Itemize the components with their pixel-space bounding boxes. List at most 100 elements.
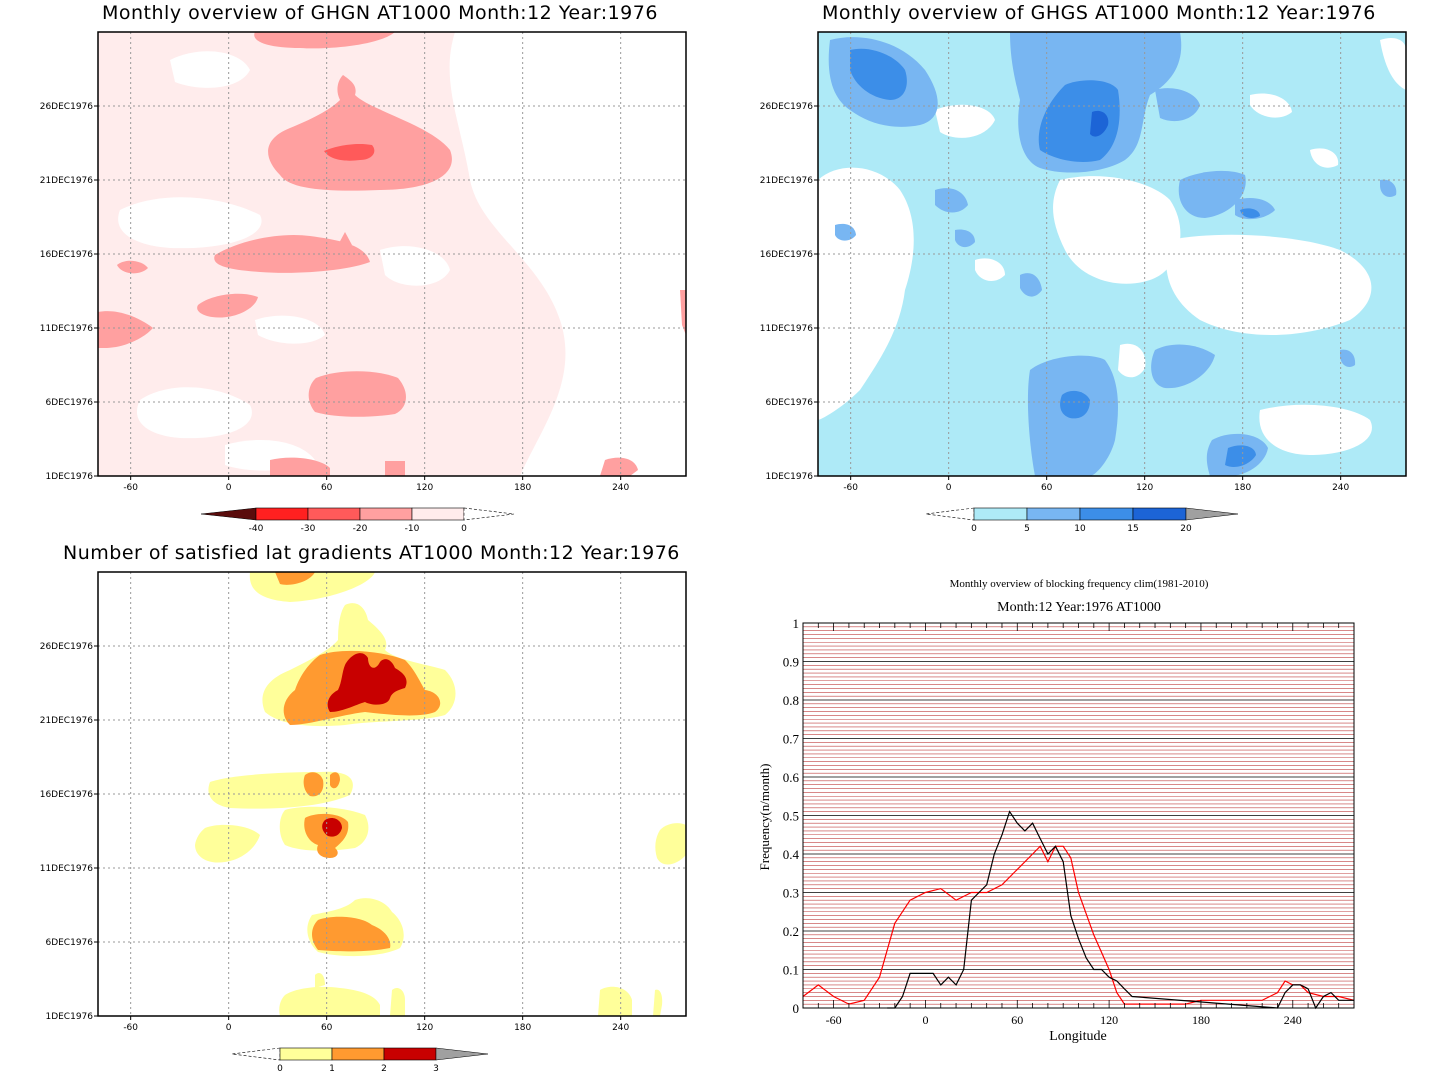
colorbar-label: 20 (1180, 524, 1192, 534)
x-tick-label: 180 (514, 483, 531, 493)
colorbar-segment (331, 1047, 385, 1061)
colorbar-segment (307, 507, 361, 521)
y-tick-label: 16DEC1976 (760, 250, 814, 260)
x-tick-label: 0 (922, 1013, 928, 1027)
colorbar-label: 5 (1024, 524, 1030, 534)
y-tick-label: 26DEC1976 (40, 102, 94, 112)
colorbar-arrow-left (200, 507, 257, 521)
x-tick-label: 120 (416, 483, 433, 493)
colorbar-segment (359, 507, 413, 521)
ghgn-title: Monthly overview of GHGN AT1000 Month:12… (102, 2, 658, 24)
y-tick-label: 16DEC1976 (40, 790, 94, 800)
colorbar-segment (255, 507, 309, 521)
y-tick-label: 11DEC1976 (760, 324, 814, 334)
y-tick-label: 0.3 (783, 886, 799, 901)
y-tick-label: 1DEC1976 (45, 472, 93, 482)
colorbar-segment (279, 1047, 333, 1061)
x-tick-label: 0 (946, 483, 952, 493)
colorbar-label: -40 (249, 524, 264, 534)
y-tick-label: 1DEC1976 (765, 472, 813, 482)
y-tick-label: 21DEC1976 (760, 176, 814, 186)
ghgn-heatmap: -60 0 60 120 180 240 1DEC1976 6DEC1976 11DEC1976… (40, 31, 687, 493)
x-tick-label: 180 (1234, 483, 1251, 493)
y-tick-label: 11DEC1976 (40, 864, 94, 874)
colorbar-label: -20 (353, 524, 368, 534)
y-tick-label: 6DEC1976 (45, 938, 93, 948)
colorbar-segment (411, 507, 465, 521)
colorbar-arrow-right (463, 507, 515, 521)
y-tick-label: 0 (793, 1001, 800, 1016)
y-tick-label: 1 (793, 616, 800, 631)
x-tick-label: 60 (1041, 483, 1053, 493)
x-tick-label: 0 (226, 483, 232, 493)
x-tick-label: 240 (612, 483, 629, 493)
x-tick-label: 60 (321, 483, 333, 493)
colorbar-label: 0 (461, 524, 467, 534)
freq-title: Monthly overview of blocking frequency c… (950, 578, 1209, 590)
lat-gradients-grid (98, 572, 686, 1016)
y-tick-label: 1DEC1976 (45, 1012, 93, 1022)
colorbar-label: 15 (1127, 524, 1138, 534)
y-tick-label: 6DEC1976 (765, 398, 813, 408)
lat-gradients-title: Number of satisfied lat gradients AT1000… (63, 542, 680, 564)
y-tick-label: 6DEC1976 (45, 398, 93, 408)
colorbar-segment (1079, 507, 1134, 521)
colorbar-label: 0 (971, 524, 977, 534)
y-tick-label: 0.1 (783, 963, 799, 978)
ghgs-title: Monthly overview of GHGS AT1000 Month:12… (822, 2, 1376, 24)
x-tick-label: 0 (226, 1023, 232, 1033)
x-tick-label: -60 (123, 1023, 138, 1033)
clim-series-line (802, 845, 1355, 1005)
colorbar-label: 3 (433, 1064, 439, 1074)
y-tick-label: 21DEC1976 (40, 716, 94, 726)
ghgs-colorbar: 0 5 10 15 20 (925, 507, 1239, 534)
x-tick-label: 120 (1136, 483, 1153, 493)
y-tick-label: 0.7 (783, 732, 800, 747)
x-tick-label: 180 (514, 1023, 531, 1033)
y-tick-label: 0.2 (783, 924, 799, 939)
y-tick-label: 26DEC1976 (760, 102, 814, 112)
colorbar-label: -30 (301, 524, 316, 534)
ghgn-colorbar: -40 -30 -20 -10 0 (200, 507, 515, 534)
colorbar-label: 0 (277, 1064, 283, 1074)
blocking-frequency-chart: Monthly overview of blocking frequency c… (757, 578, 1355, 1044)
x-tick-label: 240 (612, 1023, 629, 1033)
colorbar-segment (1132, 507, 1187, 521)
colorbar-arrow-right (1185, 507, 1239, 521)
colorbar-segment (1026, 507, 1081, 521)
y-tick-label: 0.5 (783, 809, 799, 824)
x-tick-label: 120 (416, 1023, 433, 1033)
y-tick-label: 0.9 (783, 655, 799, 670)
y-tick-label: 16DEC1976 (40, 250, 94, 260)
ghgs-heatmap: -60 0 60 120 180 240 1DEC1976 6DEC1976 11DEC1976… (760, 31, 1407, 493)
colorbar-label: 1 (329, 1064, 335, 1074)
colorbar-label: -10 (405, 524, 420, 534)
x-tick-label: 180 (1192, 1013, 1210, 1027)
x-tick-label: 60 (321, 1023, 333, 1033)
colorbar-label: 10 (1074, 524, 1086, 534)
x-tick-label: -60 (843, 483, 858, 493)
y-tick-label: 0.8 (783, 693, 799, 708)
colorbar-label: 2 (381, 1064, 387, 1074)
colorbar-segment (383, 1047, 437, 1061)
y-tick-label: 26DEC1976 (40, 642, 94, 652)
x-tick-label: 60 (1011, 1013, 1023, 1027)
x-tick-label: -60 (123, 483, 138, 493)
y-tick-label: 11DEC1976 (40, 324, 94, 334)
ghgn-grid (98, 32, 686, 476)
colorbar-segment (973, 507, 1028, 521)
x-tick-label: 240 (1332, 483, 1349, 493)
freq-ylabel: Frequency(n/month) (757, 764, 772, 871)
y-tick-label: 0.6 (783, 770, 800, 785)
freq-xlabel: Longitude (1049, 1029, 1107, 1044)
month-series-line (887, 810, 1354, 1010)
x-tick-label: 120 (1100, 1013, 1118, 1027)
lat-gradients-colorbar: 0 1 2 3 (231, 1047, 489, 1074)
colorbar-arrow-right (435, 1047, 489, 1061)
y-tick-label: 0.4 (783, 847, 800, 862)
colorbar-arrow-left (925, 507, 975, 521)
y-tick-label: 21DEC1976 (40, 176, 94, 186)
x-tick-label: 240 (1284, 1013, 1302, 1027)
colorbar-arrow-left (231, 1047, 281, 1061)
